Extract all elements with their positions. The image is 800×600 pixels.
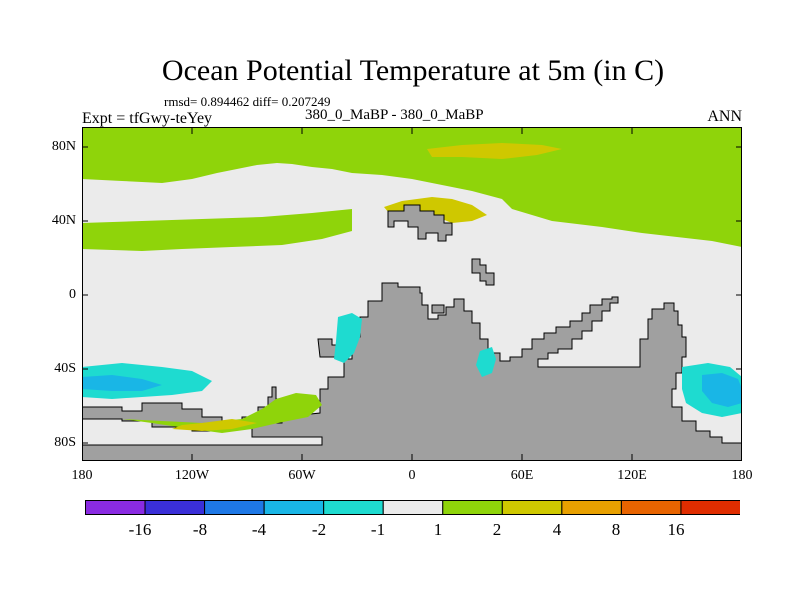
colorbar-box-2 [144, 500, 206, 515]
lon-label-60e: 60E [510, 468, 534, 483]
plot-title: Ocean Potential Temperature at 5m (in C) [161, 54, 665, 87]
anomaly-patch-east-blue [702, 373, 742, 407]
colorbar-box-9 [561, 500, 622, 515]
anomaly-patch-north-yellow [427, 143, 562, 159]
colorbar-label-8: 4 [552, 520, 562, 539]
lon-label-180e: 180 [731, 468, 753, 483]
lon-label-120e: 120E [617, 468, 647, 483]
land-small-island-2 [431, 304, 445, 314]
lat-label-40s: 40S [54, 361, 76, 376]
lat-label-0: 0 [69, 287, 76, 302]
stats-label: rmsd= 0.894462 diff= 0.207249 [164, 94, 331, 109]
colorbar-box-7 [442, 500, 503, 515]
colorbar-box-4 [263, 500, 325, 515]
colorbar-label-2: -8 [192, 520, 208, 539]
land-gondwana [82, 282, 742, 461]
colorbar-label-5: -1 [370, 520, 386, 539]
anomaly-patch-west-blue [82, 375, 162, 391]
colorbar-box-11 [680, 500, 740, 515]
lat-label-40n: 40N [51, 213, 76, 228]
colorbar-label-10: 16 [667, 520, 685, 539]
lon-label-180w: 180 [71, 468, 93, 483]
lon-label-120w: 120W [174, 468, 210, 483]
lon-label-60w: 60W [288, 468, 316, 483]
colorbar-label-9: 8 [611, 520, 621, 539]
colorbar-label-7: 2 [492, 520, 502, 539]
anomaly-band-south-yellow [172, 419, 257, 431]
subtitle-label: 380_0_MaBP - 380_0_MaBP [305, 107, 484, 123]
colorbar-box-8 [501, 500, 563, 515]
land-eurasia [387, 204, 453, 242]
colorbar-box-6 [382, 500, 444, 515]
anomaly-band-north-2 [82, 209, 352, 251]
lon-label-0: 0 [408, 468, 416, 483]
anomaly-band-north [82, 127, 742, 247]
colorbar-box-1 [85, 500, 146, 515]
axis-ticks [82, 127, 742, 461]
season-label: ANN [707, 108, 742, 125]
colorbar-label-6: 1 [433, 520, 443, 539]
anomaly-patch-midlat-yellow [384, 197, 487, 223]
anomaly-patch-indian-cyan [476, 347, 496, 377]
colorbar-box-3 [204, 500, 265, 515]
lat-label-80n: 80N [51, 139, 76, 154]
colorbar-box-10 [620, 500, 682, 515]
anomaly-map [82, 127, 742, 461]
experiment-label: Expt = tfGwy-teYey [82, 110, 213, 127]
lat-label-80s: 80S [54, 435, 76, 450]
colorbar-label-4: -2 [311, 520, 327, 539]
anomaly-patch-southpacific-cyan [334, 313, 362, 363]
colorbar [85, 500, 740, 515]
colorbar-box-5 [323, 500, 384, 515]
colorbar-label-3: -4 [251, 520, 267, 539]
colorbar-label-1: -16 [128, 520, 152, 539]
anomaly-band-south-green [122, 393, 322, 433]
land-arabia [471, 258, 495, 286]
